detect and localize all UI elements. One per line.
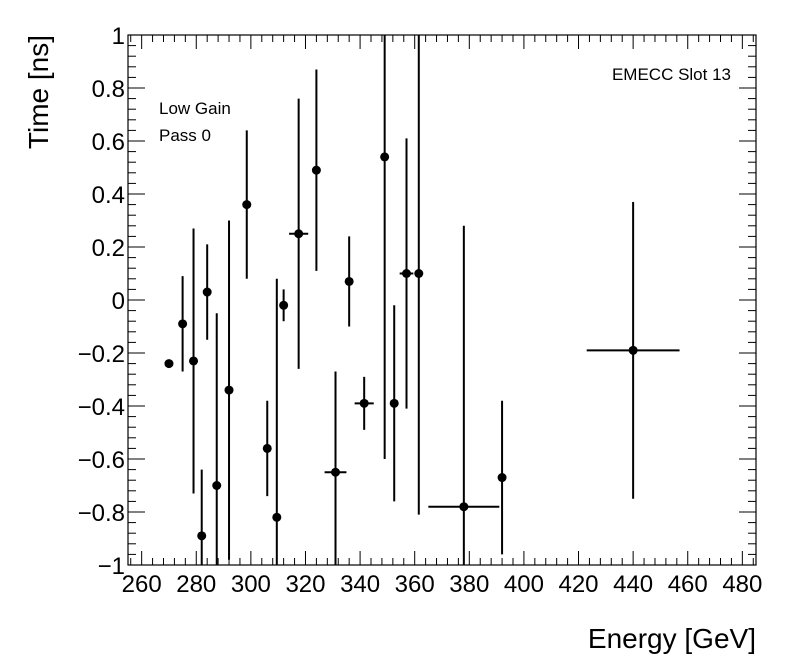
y-tick-label: 1 [112, 23, 125, 50]
point-marker [212, 481, 222, 490]
point-marker [459, 502, 469, 512]
y-tick-label: 0.8 [92, 76, 125, 103]
data-point [164, 359, 174, 369]
point-marker [380, 152, 390, 162]
data-point [242, 130, 252, 279]
data-points [164, 35, 680, 565]
point-marker [197, 531, 207, 541]
x-tick-label: 440 [613, 571, 653, 598]
point-marker [344, 276, 354, 286]
data-point [428, 225, 500, 565]
point-marker [402, 269, 412, 278]
data-point [212, 313, 222, 565]
y-tick-labels: −1 −0.8 −0.6 −0.4 −0.2 0 0.2 0.4 0.6 0.8 1 [78, 23, 125, 580]
y-tick-label: 0 [112, 288, 125, 315]
data-point [414, 35, 424, 515]
point-marker [414, 269, 424, 278]
x-axis-title: Energy [GeV] [588, 623, 756, 654]
x-tick-labels: 260 280 300 320 340 360 380 400 420 440 460 480 [122, 571, 763, 598]
point-marker [164, 359, 174, 369]
data-point [354, 376, 374, 430]
point-marker [224, 385, 234, 395]
annotation-pass: Pass 0 [159, 126, 211, 145]
point-marker [359, 398, 369, 408]
data-point [289, 98, 309, 369]
data-point [586, 201, 680, 499]
point-marker [202, 287, 212, 297]
x-tick-label: 320 [285, 571, 325, 598]
y-tick-label: −0.2 [78, 341, 125, 368]
point-marker [331, 467, 341, 477]
x-tick-label: 360 [395, 571, 435, 598]
point-marker [279, 300, 289, 310]
x-tick-label: 280 [176, 571, 216, 598]
point-marker [272, 512, 282, 522]
point-marker [189, 356, 199, 366]
data-point [202, 244, 212, 340]
data-point [344, 236, 354, 327]
data-point [262, 400, 272, 497]
point-marker [178, 319, 188, 329]
x-tick-label: 400 [504, 571, 544, 598]
point-marker [311, 165, 321, 175]
annotation-slot: EMECC Slot 13 [612, 65, 731, 84]
y-tick-label: 0.2 [92, 235, 125, 262]
data-point [189, 228, 199, 494]
data-point [272, 278, 282, 565]
data-point [389, 305, 399, 502]
point-marker [628, 345, 638, 355]
point-marker [262, 443, 272, 453]
y-tick-label: −0.4 [78, 394, 125, 421]
x-tick-label: 300 [231, 571, 271, 598]
point-marker [294, 229, 304, 239]
axis-ticks [128, 34, 756, 566]
data-point [324, 371, 347, 565]
point-marker [389, 398, 399, 408]
data-point [380, 35, 390, 459]
x-tick-label: 480 [722, 571, 762, 598]
point-marker [497, 473, 507, 483]
data-point [399, 138, 414, 409]
y-tick-label: −0.6 [78, 447, 125, 474]
x-tick-label: 420 [558, 571, 598, 598]
data-point [497, 400, 507, 555]
data-point [311, 69, 321, 271]
data-point [197, 469, 207, 565]
x-tick-label: 340 [340, 571, 380, 598]
data-point [224, 220, 234, 560]
y-tick-label: −1 [98, 553, 125, 580]
annotation-low-gain: Low Gain [159, 99, 231, 118]
data-point [178, 276, 188, 372]
y-axis-title: Time [ns] [23, 35, 54, 149]
point-marker [242, 200, 252, 210]
data-point [279, 289, 289, 322]
x-tick-label: 460 [668, 571, 708, 598]
x-tick-label: 380 [449, 571, 489, 598]
x-tick-label: 260 [122, 571, 162, 598]
y-tick-label: 0.4 [92, 182, 125, 209]
y-tick-label: 0.6 [92, 129, 125, 156]
y-tick-label: −0.8 [78, 500, 125, 527]
